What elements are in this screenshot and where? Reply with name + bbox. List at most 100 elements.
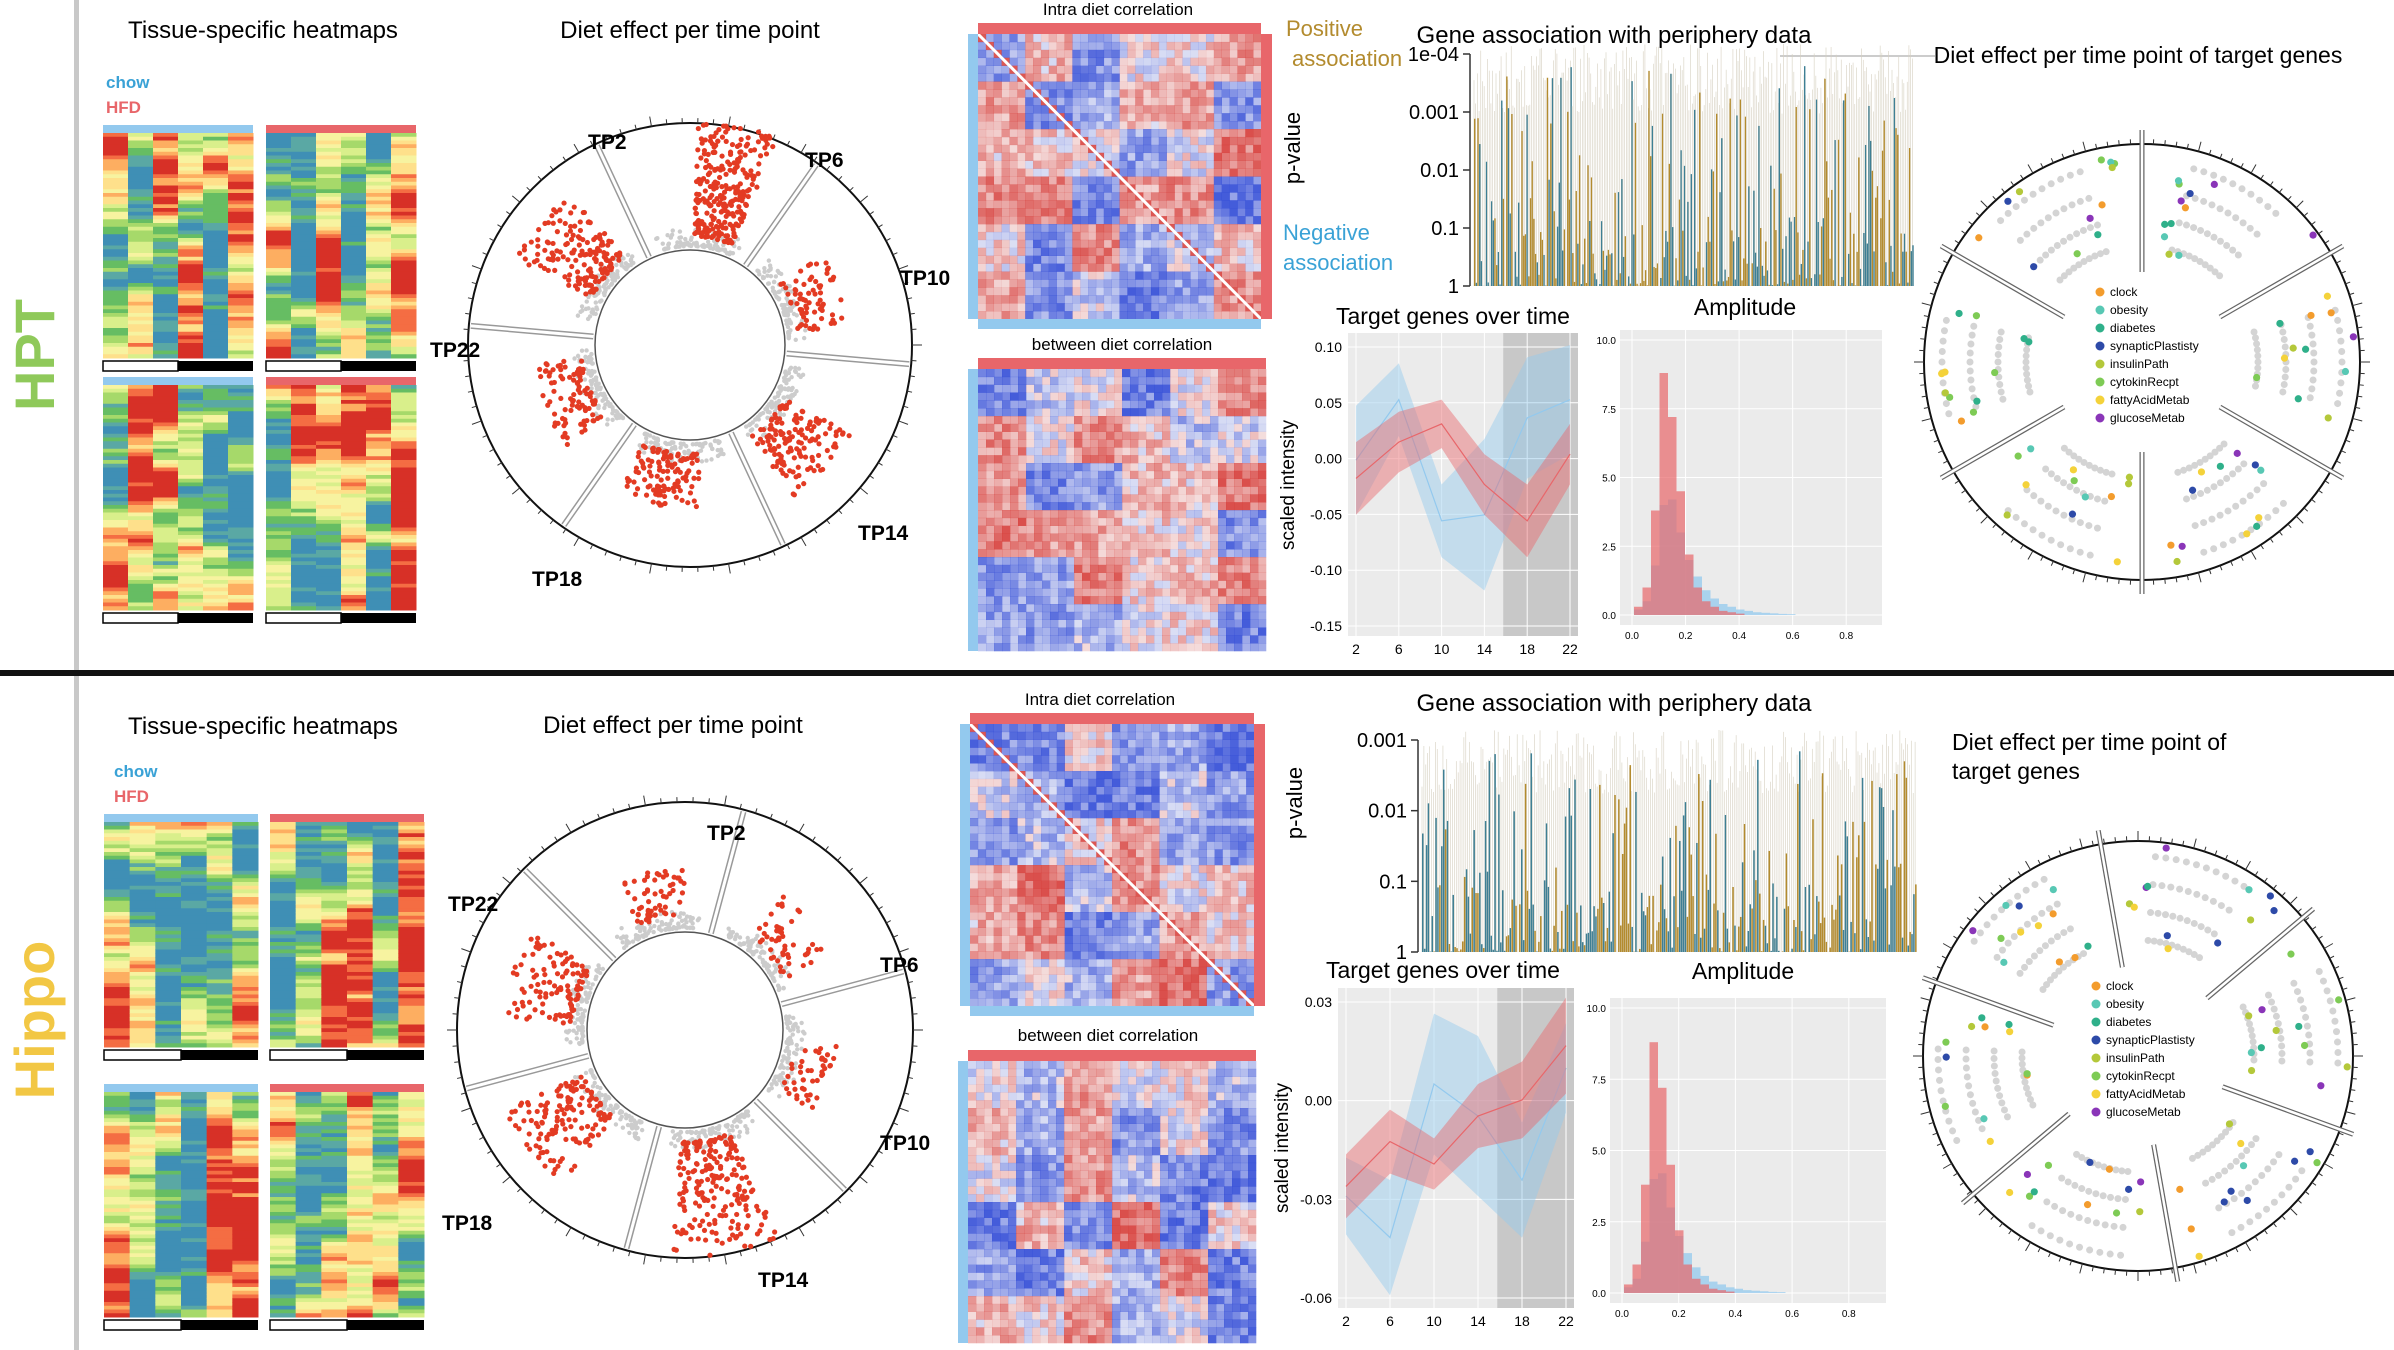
correlation-cell (1162, 517, 1171, 526)
significant-point (586, 219, 592, 225)
heatmap-cell (128, 339, 154, 344)
heatmap-cell (203, 407, 229, 412)
background-point (602, 393, 608, 399)
correlation-cell (1186, 439, 1195, 448)
heatmap-cell (316, 418, 342, 423)
heatmap-cell (103, 583, 129, 588)
heatmap-cell (316, 478, 342, 483)
correlation-cell (1033, 49, 1042, 59)
correlation-cell (1066, 486, 1075, 495)
heatmap-cell (203, 155, 229, 160)
heatmap-cell (341, 275, 367, 280)
correlation-cell (1245, 65, 1254, 74)
correlation-cell (985, 303, 995, 312)
heatmap-cell (203, 140, 229, 145)
correlation-cell (978, 416, 987, 425)
correlation-cell (1186, 416, 1195, 425)
heatmap-cell (366, 245, 392, 250)
heatmap-cell (316, 407, 342, 412)
heatmap-cell (341, 271, 367, 276)
correlation-cell (1250, 486, 1259, 495)
significant-point (737, 149, 743, 155)
correlation-cell (1135, 295, 1144, 304)
heatmap-cell (391, 241, 417, 246)
heatmap-cell (128, 144, 154, 149)
significant-point (635, 454, 641, 460)
correlation-cell (1090, 510, 1099, 519)
inner-ring (594, 249, 786, 441)
correlation-cell (1130, 517, 1139, 526)
significant-point (675, 479, 681, 485)
significant-point (697, 181, 703, 187)
legend-chow: chow (106, 73, 150, 92)
heatmap-cell (366, 298, 392, 303)
correlation-cell (1111, 271, 1120, 280)
heatmap-cell (228, 523, 254, 528)
background-point (766, 258, 772, 263)
heatmap-cell (266, 151, 292, 156)
heatmap-cell (228, 460, 254, 465)
correlation-cell (1127, 34, 1136, 43)
correlation-cell (993, 105, 1002, 114)
correlation-cell (986, 510, 995, 519)
correlation-cell (1111, 239, 1120, 249)
heatmap-cell (366, 253, 392, 258)
correlation-cell (1226, 423, 1235, 432)
correlation-cell (1040, 34, 1050, 43)
correlation-cell (1033, 41, 1042, 51)
correlation-cell (994, 392, 1003, 401)
heatmap-cell (266, 286, 292, 291)
correlation-cell (1114, 431, 1123, 440)
correlation-cell (1050, 478, 1059, 487)
correlation-cell (1174, 311, 1183, 320)
heatmap-cell (153, 253, 179, 258)
row-divider (0, 670, 2394, 676)
heatmap-cell (391, 328, 417, 333)
tissue-label-hpt: HPT (3, 299, 66, 411)
correlation-cell (1119, 65, 1128, 74)
correlation-cell (994, 463, 1003, 472)
correlation-cell (1154, 392, 1163, 401)
significant-point (545, 240, 551, 246)
correlation-cell (1234, 510, 1243, 519)
heatmap-cell (291, 392, 317, 397)
correlation-cell (1066, 447, 1075, 456)
correlation-cell (1095, 97, 1105, 106)
heatmap-cell (203, 388, 229, 393)
correlation-cell (1048, 73, 1057, 82)
correlation-cell (978, 73, 987, 82)
heatmap-cell (153, 170, 179, 175)
heatmap-cell (228, 437, 254, 442)
heatmap-cell (291, 234, 317, 239)
heatmap-cell (228, 415, 254, 420)
heatmap-cell (103, 196, 129, 201)
heatmap-cell (228, 467, 254, 472)
heatmap-cell (228, 245, 254, 250)
correlation-cell (1130, 486, 1139, 495)
correlation-cell (1127, 89, 1136, 98)
correlation-cell (1058, 376, 1067, 385)
heatmap-cell (153, 445, 179, 450)
correlation-cell (1130, 447, 1139, 456)
correlation-cell (1210, 447, 1219, 456)
heatmap-cell (103, 136, 129, 141)
correlation-cell (1210, 423, 1219, 432)
heatmap-cell (178, 550, 204, 555)
heatmap-cell (316, 580, 342, 585)
correlation-cell (1234, 423, 1243, 432)
correlation-cell (1210, 455, 1219, 464)
heatmaps-title: Tissue-specific heatmaps (128, 17, 398, 44)
heatmap-cell (128, 591, 154, 596)
heatmap-cell (391, 587, 417, 592)
heatmap-cell (266, 572, 292, 577)
heatmap-cell (103, 193, 129, 198)
significant-point (563, 241, 569, 248)
heatmap-cell (341, 535, 367, 540)
heatmap-cell (228, 602, 254, 607)
correlation-cell (1258, 478, 1267, 487)
correlation-cell (994, 455, 1003, 464)
heatmap-cell (153, 234, 179, 239)
correlation-cell (1066, 392, 1075, 401)
correlation-cell (1033, 34, 1042, 43)
correlation-cell (1234, 455, 1243, 464)
